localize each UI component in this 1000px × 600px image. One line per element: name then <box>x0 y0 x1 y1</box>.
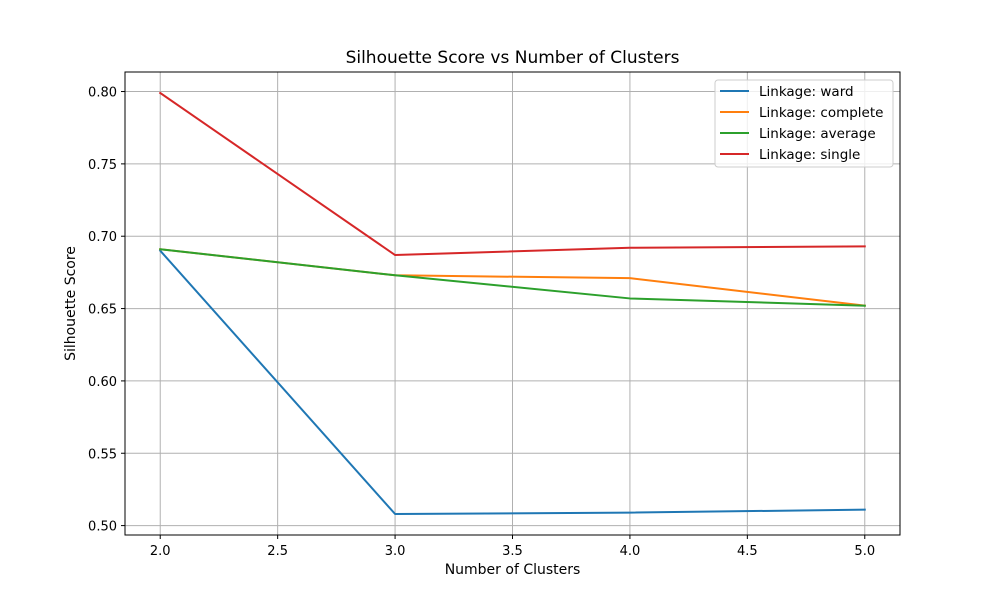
x-tick-label: 4.0 <box>620 544 641 559</box>
x-tick-label: 4.5 <box>737 544 758 559</box>
y-tick-label: 0.50 <box>88 520 117 535</box>
series-line-average <box>159 248 866 307</box>
y-tick-label: 0.65 <box>88 303 117 318</box>
x-tick-label: 2.0 <box>150 544 171 559</box>
legend-label-ward: Linkage: ward <box>759 84 854 100</box>
legend-label-complete: Linkage: complete <box>759 105 883 121</box>
series-line-single <box>158 91 866 257</box>
y-tick-label: 0.60 <box>88 375 117 390</box>
legend-label-average: Linkage: average <box>759 126 876 142</box>
y-tick-label: 0.70 <box>88 230 117 245</box>
x-tick-label: 2.5 <box>267 544 288 559</box>
x-tick-label: 3.0 <box>385 544 406 559</box>
legend-box <box>714 79 894 168</box>
chart-title: Silhouette Score vs Number of Clusters <box>346 48 680 68</box>
x-axis-label: Number of Clusters <box>445 562 581 578</box>
x-tick-label: 3.5 <box>502 544 523 559</box>
series-layer <box>158 91 866 516</box>
y-tick-label: 0.80 <box>88 86 117 101</box>
legend-label-single: Linkage: single <box>759 147 860 163</box>
series-line-ward <box>158 249 866 516</box>
y-tick-label: 0.55 <box>88 447 117 462</box>
legend: Linkage: ward Linkage: complete Linkage: a… <box>714 79 894 168</box>
y-axis-label: Silhouette Score <box>63 246 79 361</box>
x-tick-label: 5.0 <box>854 544 875 559</box>
y-tick-label: 0.75 <box>88 158 117 173</box>
axis-ticks: 2.0 2.5 3.0 3.5 4.0 4.5 5.0 0.50 0.55 0.60 0.65 0.7… <box>88 86 875 559</box>
